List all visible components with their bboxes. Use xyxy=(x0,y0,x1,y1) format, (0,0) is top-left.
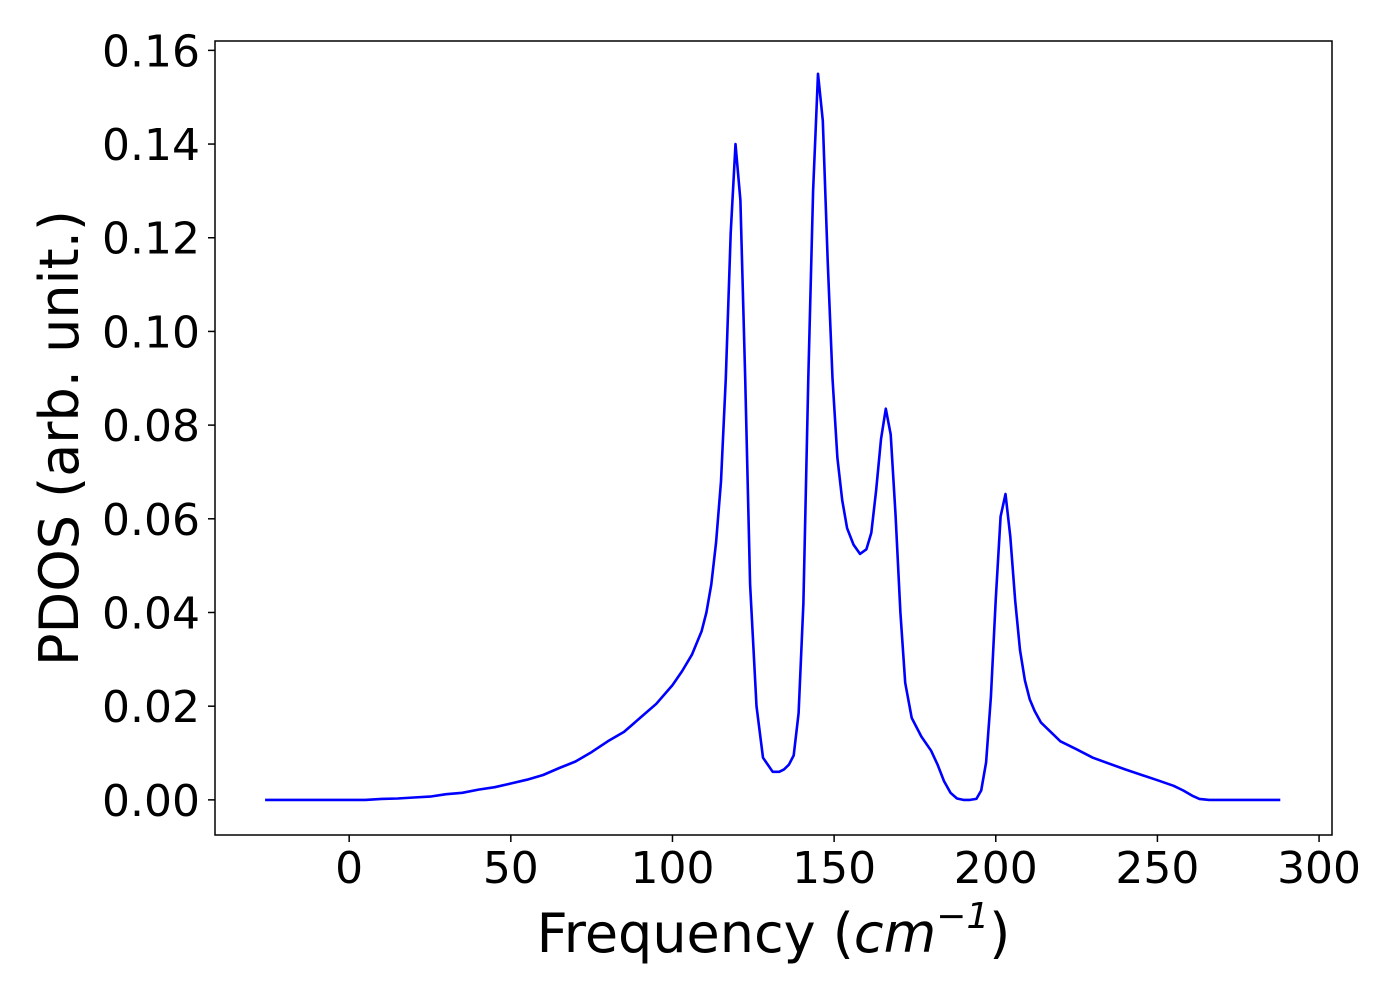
x-tick-label: 0 xyxy=(335,843,363,894)
plot-area xyxy=(265,72,1281,802)
y-tick-label: 0.02 xyxy=(102,682,200,733)
x-tick-label: 50 xyxy=(483,843,539,894)
y-tick-label: 0.16 xyxy=(102,26,200,77)
y-axis-label: PDOS (arb. unit.) xyxy=(28,210,91,666)
x-tick-label: 200 xyxy=(954,843,1038,894)
y-tick-label: 0.12 xyxy=(102,214,200,265)
y-axis: 0.00 0.02 0.04 0.06 0.08 0.10 0.12 0.14 0.16 xyxy=(102,26,215,827)
y-tick-label: 0.04 xyxy=(102,588,200,639)
x-tick-label: 150 xyxy=(792,843,876,894)
y-tick-label: 0.06 xyxy=(102,495,200,546)
y-tick-label: 0.00 xyxy=(102,776,200,827)
x-tick-label: 100 xyxy=(630,843,714,894)
y-tick-label: 0.08 xyxy=(102,401,200,452)
x-tick-label: 300 xyxy=(1277,843,1361,894)
y-tick-label: 0.10 xyxy=(102,307,200,358)
series-line-0 xyxy=(265,72,1281,802)
plot-frame xyxy=(214,40,1333,836)
x-axis: 0 50 100 150 200 250 300 xyxy=(335,835,1361,894)
x-tick-label: 250 xyxy=(1115,843,1199,894)
x-axis-label: Frequency (cm−1) xyxy=(537,896,1011,965)
y-tick-label: 0.14 xyxy=(102,120,200,171)
